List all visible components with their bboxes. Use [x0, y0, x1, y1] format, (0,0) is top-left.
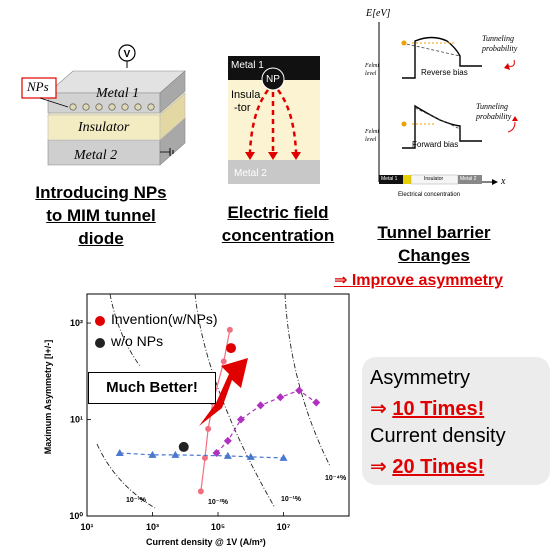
current-value-text: 20 Times!: [392, 456, 485, 478]
highlight-point: [178, 441, 189, 452]
asymmetry-value: ⇒ 10 Times!: [370, 396, 484, 421]
metal2-label: Metal 2: [74, 148, 118, 163]
panel3-caption-line1: Tunnel barrier: [377, 223, 491, 242]
legend-label-without: w/o NPs: [111, 333, 164, 349]
data-point-pink_line: [226, 326, 233, 333]
panel1-caption: Introducing NPs to MIM tunnel diode: [30, 181, 172, 250]
panel2-np-label: NP: [266, 74, 280, 85]
x-tick-label: 10³: [146, 522, 159, 532]
current-density-value: ⇒ 20 Times!: [370, 454, 484, 479]
field-concentration-illustration: [228, 56, 320, 184]
asymmetry-label: Asymmetry: [370, 367, 470, 389]
panel1-caption-line1: Introducing NPs: [35, 183, 167, 202]
data-point-blue_dashed: [115, 448, 124, 456]
data-point-blue_dashed: [223, 451, 232, 459]
panel1-caption-line3: diode: [78, 229, 124, 248]
data-point-pink_line: [201, 454, 208, 461]
summary-box: Asymmetry ⇒ 10 Times! Current density ⇒ …: [362, 357, 550, 485]
data-point-pink_line: [197, 488, 204, 495]
np-circle: [261, 67, 285, 91]
data-point-pink_line: [220, 358, 227, 365]
panel3-caption-line2: Changes: [398, 246, 470, 265]
x-tick-label: 10⁷: [277, 522, 291, 532]
data-point-blue_dashed: [148, 450, 157, 458]
insulator-label: Insulator: [78, 120, 130, 135]
fermi-label-reverse-line2: level: [365, 71, 377, 77]
contour-label-4: 10⁻⁴%: [325, 475, 347, 482]
panel1-caption-line2: to MIM tunnel: [46, 206, 156, 225]
fermi-label-forward-line1: Felmi: [365, 129, 379, 135]
highlight-point: [226, 343, 237, 354]
nanoparticles-row: [69, 103, 155, 111]
band-metal2-label: Metal 2: [460, 176, 477, 182]
nps-label: NPs: [27, 79, 49, 94]
data-point-purple_dashed: [312, 398, 321, 407]
reverse-bias-barrier: [402, 36, 482, 79]
data-point-purple_dashed: [223, 436, 232, 445]
tunneling-label-reverse-line1: Tunneling: [482, 34, 515, 43]
metal1-label: Metal 1: [96, 86, 140, 101]
current-arrow: ⇒: [370, 456, 387, 478]
tunneling-label-forward-line2: probability: [476, 112, 512, 121]
forward-bias-label: Forward bias: [412, 140, 459, 149]
data-point-blue_dashed: [246, 452, 255, 460]
tunnel-barrier-diagram: [378, 22, 518, 185]
y-tick-label: 10⁰: [69, 511, 83, 521]
big-red-arrow: [199, 358, 248, 426]
panel3-caption: Tunnel barrier Changes: [360, 221, 508, 267]
panel2-caption-line2: concentration: [221, 226, 335, 245]
x-tick-label: 10¹: [80, 522, 93, 532]
contour-label-1: 10⁻³%: [126, 497, 147, 504]
data-point-blue_dashed: [171, 450, 180, 458]
y-tick-label: 10¹: [70, 415, 83, 425]
chart-ylabel: Maximum Asymmetry [I+/-]: [43, 339, 53, 455]
data-point-purple_dashed: [276, 393, 285, 402]
much-better-label: Much Better!: [88, 372, 216, 404]
panel2-insulator-label-line2: -tor: [234, 102, 251, 114]
series-line-blue_dashed: [119, 452, 284, 459]
improve-asymmetry-text: ⇒ Improve asymmetry: [334, 272, 504, 289]
band-insulator-label: Insulator: [424, 176, 444, 182]
data-point-purple_dashed: [256, 401, 265, 410]
panel2-metal1-label: Metal 1: [231, 60, 264, 71]
fermi-label-forward-line2: level: [365, 137, 377, 143]
band-metal1-label: Metal 1: [381, 176, 398, 182]
data-point-purple_dashed: [295, 386, 304, 395]
panel2-caption: Electric field concentration: [208, 201, 348, 247]
asymmetry-arrow: ⇒: [370, 398, 387, 420]
position-axis-label: x: [501, 176, 506, 187]
band-caption: Electrical concentration: [398, 192, 461, 198]
tunneling-label-reverse-line2: probability: [482, 44, 518, 53]
panel2-caption-line1: Electric field: [227, 203, 329, 222]
data-point-pink_line: [205, 425, 212, 432]
reverse-bias-label: Reverse bias: [421, 68, 468, 77]
chart-xlabel: Current density @ 1V (A/m²): [146, 537, 266, 547]
voltmeter-label: V: [124, 49, 131, 60]
panel2-metal2-label: Metal 2: [234, 168, 267, 179]
asymmetry-value-text: 10 Times!: [392, 398, 485, 420]
contour-label-2: 10⁻²%: [208, 499, 229, 506]
x-tick-label: 10⁵: [211, 522, 225, 532]
y-tick-label: 10²: [70, 318, 83, 328]
data-point-blue_dashed: [279, 453, 288, 461]
legend: Invention(w/NPs) w/o NPs: [95, 311, 218, 351]
current-density-label: Current density: [370, 425, 506, 447]
legend-label-invention: Invention(w/NPs): [111, 311, 218, 327]
panel2-insulator-label-line1: Insula: [231, 89, 261, 101]
tunneling-label-forward-line1: Tunneling: [476, 102, 509, 111]
contour-label-3: 10⁻¹%: [281, 496, 302, 503]
legend-marker-invention: [95, 316, 105, 326]
energy-axis-label: E[eV]: [366, 8, 391, 19]
data-point-purple_dashed: [236, 415, 245, 424]
legend-marker-without: [95, 338, 105, 348]
data-point-purple_dashed: [212, 448, 221, 457]
mim-diode-illustration: V: [21, 44, 186, 166]
voltmeter-icon: [118, 44, 136, 62]
fermi-label-reverse-line1: Felmi: [365, 63, 379, 69]
